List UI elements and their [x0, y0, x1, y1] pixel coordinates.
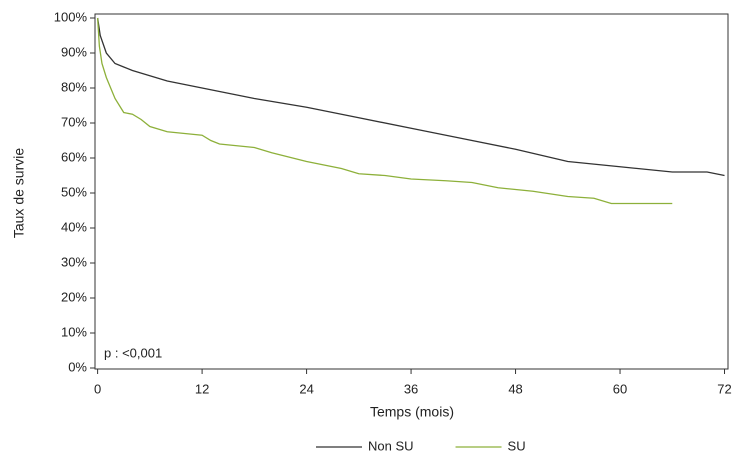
y-axis-label: Taux de survie — [11, 148, 27, 238]
y-tick-label: 80% — [61, 79, 87, 94]
y-tick-label: 40% — [61, 219, 87, 234]
plot-frame — [94, 13, 729, 370]
y-tick-label: 30% — [61, 254, 87, 269]
series-line — [96, 17, 673, 205]
y-tick-label: 90% — [61, 44, 87, 59]
x-tick-label: 60 — [613, 381, 627, 396]
y-tick-label: 60% — [61, 149, 87, 164]
y-tick-label: 20% — [61, 289, 87, 304]
x-tick-label: 24 — [299, 381, 313, 396]
x-tick-label: 72 — [717, 381, 731, 396]
x-tick-label: 36 — [404, 381, 418, 396]
y-tick-label: 10% — [61, 324, 87, 339]
legend-label: Non SU — [368, 438, 414, 453]
y-tick-label: 100% — [54, 9, 88, 24]
y-tick-label: 70% — [61, 114, 87, 129]
y-tick-label: 0% — [68, 359, 87, 374]
series-line — [96, 17, 725, 177]
annotation: p : <0,001 — [104, 345, 162, 360]
x-tick-label: 48 — [508, 381, 522, 396]
x-axis-label: Temps (mois) — [370, 404, 454, 420]
y-tick-label: 50% — [61, 184, 87, 199]
x-tick-label: 0 — [94, 381, 101, 396]
legend-label: SU — [508, 438, 526, 453]
x-tick-label: 12 — [195, 381, 209, 396]
